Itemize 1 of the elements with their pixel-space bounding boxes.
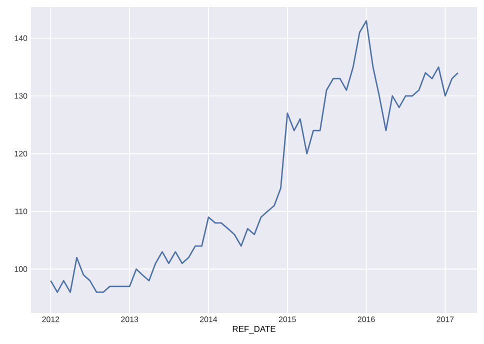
- x-axis-title: REF_DATE: [232, 326, 276, 334]
